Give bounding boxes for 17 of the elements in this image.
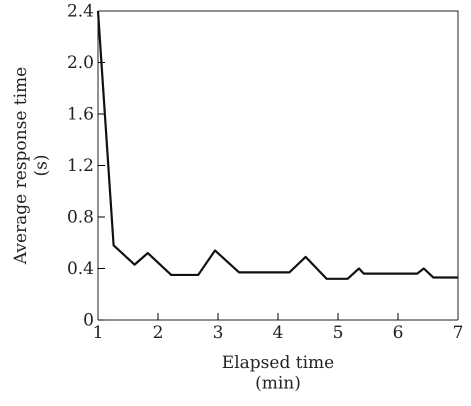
y-axis-title: Average response time (s) [11,66,52,266]
y-tick-label: 0.8 [66,207,94,228]
x-tick-label: 6 [392,323,404,344]
y-tick-label: 1.6 [66,104,94,124]
y-tick-label: 2.0 [66,52,94,73]
y-tick-label: 2.4 [66,1,94,22]
x-tick-label: 3 [212,323,224,344]
y-tick-label: 0.4 [66,258,94,279]
x-tick-label: 2 [152,323,164,344]
x-tick-label: 7 [452,323,464,344]
y-tick-label: 1.2 [66,156,94,176]
line-series [96,10,460,280]
x-tick-label: 1 [92,323,104,344]
x-axis-title: Elapsed time (min) [222,353,334,394]
x-tick-label: 5 [332,323,344,344]
x-tick-label: 4 [272,323,284,344]
y-tick-label: 0 [83,310,94,330]
